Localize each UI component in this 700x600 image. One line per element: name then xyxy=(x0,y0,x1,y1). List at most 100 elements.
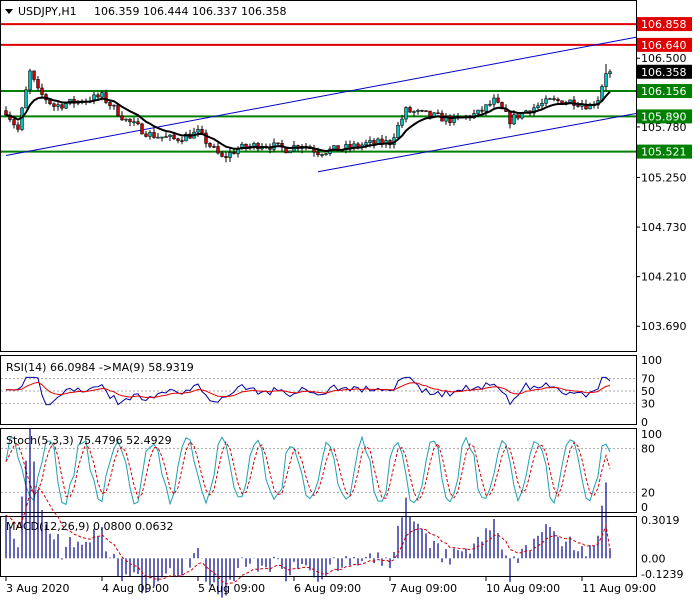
time-axis-label: 11 Aug 09:00 xyxy=(582,582,656,595)
support-level-label: 106.156 xyxy=(641,85,687,98)
price-axis-label: 103.690 xyxy=(641,320,687,333)
candle-body xyxy=(152,132,156,138)
candle-body xyxy=(104,92,108,103)
resistance-level-label: 106.640 xyxy=(641,39,687,52)
stochastic-axis-label: 100 xyxy=(641,428,662,441)
candle-body xyxy=(164,136,168,138)
candle-body xyxy=(348,144,352,149)
resistance-level-box xyxy=(637,37,692,52)
candle-body xyxy=(408,107,412,113)
candle-body xyxy=(212,146,216,148)
rsi-axis-label: 100 xyxy=(641,354,662,367)
candle-body xyxy=(496,97,500,103)
candle-body xyxy=(180,140,184,142)
time-axis-label: 5 Aug 09:00 xyxy=(198,582,265,595)
price-pane: 106.500 105.780 105.250 104.730 104.210 103.6… xyxy=(0,0,692,352)
candle-body xyxy=(252,143,256,147)
candle-body xyxy=(484,104,488,112)
support-level-box xyxy=(637,144,692,159)
candle-body xyxy=(556,98,560,102)
support-level-box xyxy=(637,109,692,124)
candle-body xyxy=(96,94,100,98)
price-axis-label: 105.250 xyxy=(641,171,687,184)
stochastic-pane: Stoch(5,3,3) 75.4796 52.4929 100 80 20 0 xyxy=(0,428,662,514)
candle-body xyxy=(404,107,408,120)
stochastic-axis-label: 0 xyxy=(641,501,648,514)
candle-body xyxy=(316,151,320,155)
candle-body xyxy=(428,110,432,117)
price-axis-label: 104.210 xyxy=(641,271,687,284)
candle-body xyxy=(604,73,608,87)
candle-body xyxy=(568,99,572,103)
macd-signal-line xyxy=(5,485,611,585)
channel-lower-line xyxy=(317,113,637,173)
candle-body xyxy=(548,98,552,100)
rsi-pane: RSI(14) 66.0984 ->MA(9) 58.9319 100 70503… xyxy=(0,354,662,429)
candle-body xyxy=(368,140,372,143)
macd-pane: MACD(12,26,9) 0.0800 0.0632 0.3019 0.00 -0… xyxy=(0,428,683,598)
candle-body xyxy=(204,132,208,144)
candle-body xyxy=(488,103,492,106)
candle-body xyxy=(48,99,52,105)
candle-body xyxy=(356,143,360,148)
candle-body xyxy=(160,136,164,139)
candle-body xyxy=(116,104,120,117)
price-pane-frame xyxy=(0,0,637,352)
price-axis-label: 105.780 xyxy=(641,121,687,134)
price-axis-label: 106.500 xyxy=(641,52,687,65)
candle-body xyxy=(36,79,40,89)
stochastic-title: Stoch(5,3,3) 75.4796 52.4929 xyxy=(6,434,172,447)
ohlc-open: 106.359 xyxy=(94,5,140,18)
candle-body xyxy=(536,105,540,109)
macd-axis-label: 0.3019 xyxy=(641,514,680,527)
candle-body xyxy=(64,103,68,109)
time-axis-label: 10 Aug 09:00 xyxy=(486,582,560,595)
candle-body xyxy=(400,118,404,126)
candle-body xyxy=(112,104,116,107)
candle-body xyxy=(552,98,556,100)
support-level-label: 105.521 xyxy=(641,146,687,159)
candle-body xyxy=(220,152,224,157)
candle-body xyxy=(512,114,516,125)
candle-body xyxy=(16,124,20,130)
candle-body xyxy=(184,133,188,142)
candle-body xyxy=(132,121,136,123)
candle-body xyxy=(320,154,324,156)
candle-body xyxy=(336,145,340,152)
candle-body xyxy=(148,132,152,137)
candle-body xyxy=(544,98,548,104)
ohlc-low: 106.337 xyxy=(192,5,238,18)
candle-body xyxy=(508,111,512,125)
candle-body xyxy=(480,109,484,112)
candle-body xyxy=(216,146,220,154)
candle-body xyxy=(56,104,60,107)
candle-body xyxy=(424,110,428,112)
candle-body xyxy=(288,150,292,154)
candle-body xyxy=(108,102,112,107)
candle-body xyxy=(32,70,36,80)
candle-body xyxy=(276,142,280,145)
candle-body xyxy=(40,87,44,95)
candle-body xyxy=(28,70,32,91)
rsi-axis-label: 30 xyxy=(641,397,655,410)
stochastic-axis-label: 80 xyxy=(641,443,655,456)
candle-body xyxy=(172,134,176,140)
rsi-pane-frame xyxy=(0,355,637,425)
symbol-dropdown-icon[interactable] xyxy=(5,9,13,14)
candle-body xyxy=(476,109,480,114)
candle-body xyxy=(448,115,452,123)
macd-title: MACD(12,26,9) 0.0800 0.0632 xyxy=(6,520,174,533)
candle-body xyxy=(436,112,440,115)
candle-body xyxy=(156,136,160,139)
ohlc-close: 106.358 xyxy=(241,5,287,18)
candle-body xyxy=(128,118,132,123)
candle-body xyxy=(100,92,104,98)
candle-body xyxy=(168,134,172,137)
stochastic-axis-label: 20 xyxy=(641,486,655,499)
symbol-label: USDJPY,H1 xyxy=(18,5,77,18)
candle-body xyxy=(124,118,128,121)
candle-body xyxy=(516,114,520,119)
rsi-axis-label: 70 xyxy=(641,373,655,386)
time-axis: 3 Aug 2020 4 Aug 09:00 5 Aug 09:00 6 Aug 09… xyxy=(5,577,656,595)
candle-body xyxy=(444,115,448,122)
